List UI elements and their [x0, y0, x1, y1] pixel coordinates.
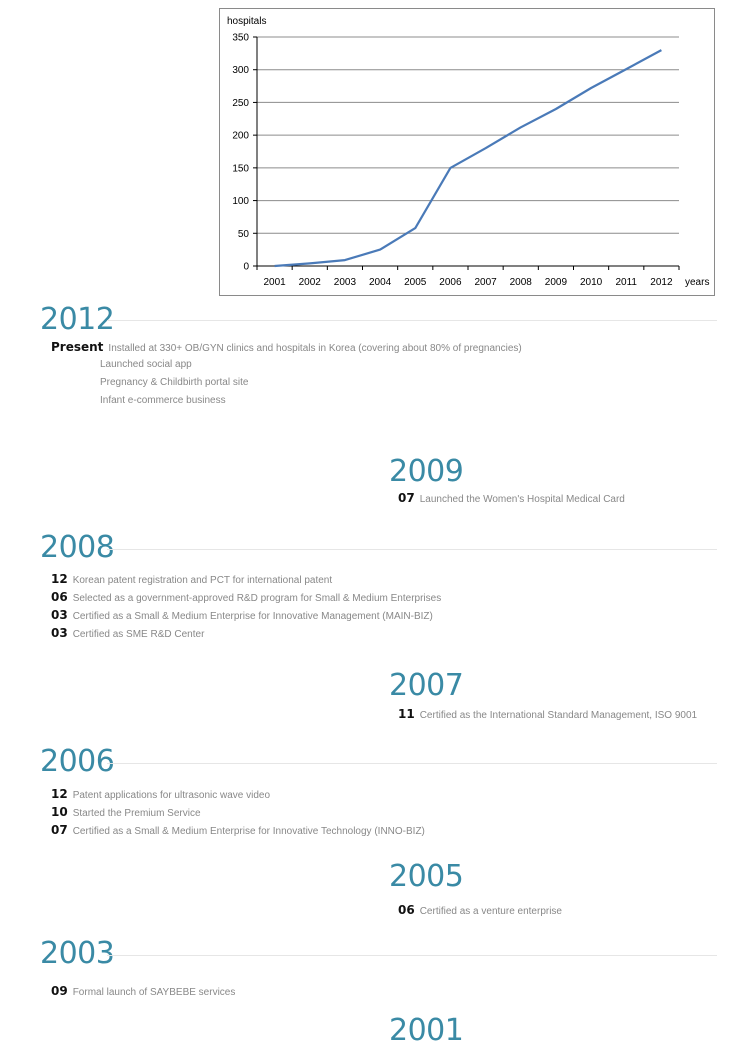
y-tick-label: 50 — [238, 229, 250, 240]
divider — [107, 955, 717, 956]
x-tick-label: 2003 — [334, 277, 357, 288]
entry-text: Certified as a venture enterprise — [419, 906, 562, 917]
year-2007: 2007 — [389, 668, 464, 703]
y-tick-label: 350 — [232, 33, 249, 44]
entry-month: 11 — [398, 707, 415, 721]
y-tick-label: 300 — [232, 65, 249, 76]
entry-2005-06: 06 Certified as a venture enterprise — [398, 903, 562, 919]
chart-svg: 0 50 100 150 200 250 300 350 2001 2002 2003 2004 200… — [227, 16, 709, 288]
year-2006: 2006 — [40, 744, 115, 779]
entry-2008-12: 12 Korean patent registration and PCT for… — [51, 572, 332, 588]
entry-month: 12 — [51, 787, 68, 801]
entry-2006-07: 07 Certified as a Small & Medium Enterpri… — [51, 823, 425, 839]
x-tick-label: 2005 — [404, 277, 427, 288]
entry-text: Formal launch of SAYBEBE services — [72, 987, 236, 998]
entry-month: 07 — [51, 823, 68, 837]
x-axis-title: years — [685, 277, 709, 288]
entry-text: Started the Premium Service — [72, 808, 201, 819]
entry-text: Certified as a Small & Medium Enterprise… — [72, 826, 425, 837]
entry-text: Certified as SME R&D Center — [72, 629, 205, 640]
x-tick-label: 2008 — [510, 277, 533, 288]
entry-2008-06: 06 Selected as a government-approved R&D … — [51, 590, 441, 606]
y-tick-label: 250 — [232, 98, 249, 109]
y-axis-title: hospitals — [227, 16, 266, 27]
entry-text: Installed at 330+ OB/GYN clinics and hos… — [108, 343, 522, 354]
x-tick-label: 2002 — [299, 277, 322, 288]
x-tick-label: 2004 — [369, 277, 392, 288]
year-2009: 2009 — [389, 454, 464, 489]
year-2012: 2012 — [40, 302, 115, 337]
entry-2006-12: 12 Patent applications for ultrasonic wav… — [51, 787, 270, 803]
subentry: Pregnancy & Childbirth portal site — [100, 377, 249, 388]
x-tick-label: 2009 — [545, 277, 568, 288]
entry-2007-11: 11 Certified as the International Standar… — [398, 707, 697, 723]
subentry: Infant e-commerce business — [100, 395, 226, 406]
x-tick-label: 2006 — [439, 277, 462, 288]
y-tick-label: 150 — [232, 163, 249, 174]
entry-month: 12 — [51, 572, 68, 586]
entry-text: Patent applications for ultrasonic wave … — [72, 790, 271, 801]
entry-text: Certified as a Small & Medium Enterprise… — [72, 611, 433, 622]
y-tick-label: 100 — [232, 196, 249, 207]
entry-text: Selected as a government-approved R&D pr… — [72, 593, 442, 604]
divider — [107, 320, 717, 321]
entry-month: Present — [51, 340, 104, 354]
x-tick-label: 2012 — [650, 277, 673, 288]
entry-2006-10: 10 Started the Premium Service — [51, 805, 201, 821]
entry-text: Korean patent registration and PCT for i… — [72, 575, 333, 586]
x-tick-label: 2007 — [474, 277, 497, 288]
entry-month: 07 — [398, 491, 415, 505]
entry-month: 06 — [51, 590, 68, 604]
year-2005: 2005 — [389, 859, 464, 894]
entry-2008-03a: 03 Certified as a Small & Medium Enterpri… — [51, 608, 433, 624]
entry-text: Certified as the International Standard … — [419, 710, 698, 721]
x-tick-label: 2001 — [263, 277, 286, 288]
entry-month: 09 — [51, 984, 68, 998]
x-tick-label: 2011 — [615, 277, 637, 288]
year-2001: 2001 — [389, 1013, 464, 1048]
year-2008: 2008 — [40, 530, 115, 565]
entry-text: Launched the Women's Hospital Medical Ca… — [419, 494, 625, 505]
entry-2012-present: Present Installed at 330+ OB/GYN clinics … — [51, 340, 522, 356]
entry-month: 10 — [51, 805, 68, 819]
subentry: Launched social app — [100, 359, 192, 370]
y-tick-label: 0 — [243, 262, 249, 273]
year-2003: 2003 — [40, 936, 115, 971]
x-tick-label: 2010 — [580, 277, 603, 288]
entry-2008-03b: 03 Certified as SME R&D Center — [51, 626, 204, 642]
y-tick-label: 200 — [232, 131, 249, 142]
entry-2009-07: 07 Launched the Women's Hospital Medical … — [398, 491, 625, 507]
divider — [107, 763, 717, 764]
hospitals-chart: 0 50 100 150 200 250 300 350 2001 2002 2003 2004 200… — [219, 8, 715, 296]
entry-2003-09: 09 Formal launch of SAYBEBE services — [51, 984, 235, 1000]
divider — [107, 549, 717, 550]
entry-month: 03 — [51, 608, 68, 622]
series-line — [274, 49, 662, 268]
entry-month: 03 — [51, 626, 68, 640]
entry-month: 06 — [398, 903, 415, 917]
